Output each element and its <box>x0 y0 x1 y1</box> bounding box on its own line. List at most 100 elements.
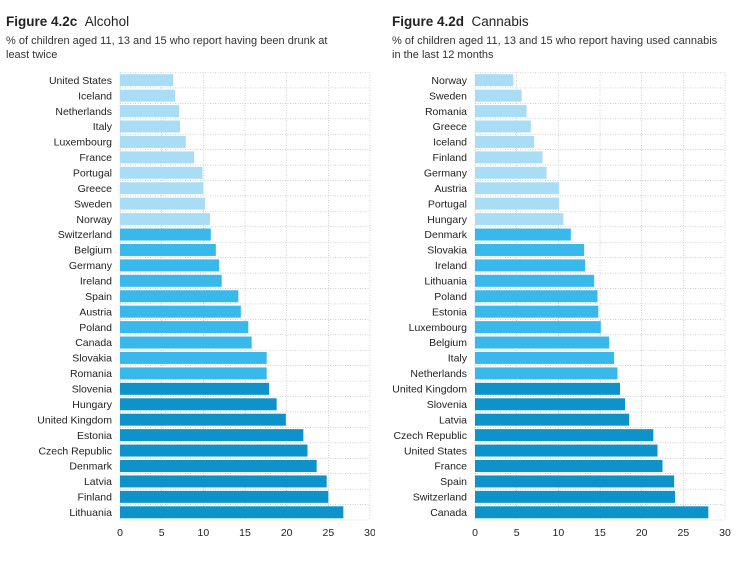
bar <box>475 228 571 241</box>
category-label: Austria <box>79 306 112 318</box>
category-label: Lithuania <box>424 276 467 288</box>
bar <box>120 413 286 426</box>
chart-title: Cannabis <box>471 14 529 29</box>
category-label: Iceland <box>78 90 112 102</box>
alcohol-bar-chart: United States Iceland Netherlands Italy Luxe… <box>37 72 375 539</box>
bar <box>120 197 205 210</box>
bar <box>475 444 658 457</box>
category-label: Ireland <box>80 276 112 288</box>
bar <box>475 290 598 303</box>
category-label: Finland <box>78 492 113 504</box>
category-label: Spain <box>85 291 112 303</box>
bar <box>475 259 585 272</box>
bar <box>475 105 527 118</box>
bar <box>475 166 547 179</box>
bar <box>120 213 210 226</box>
bar <box>120 490 329 503</box>
x-tick-label: 15 <box>239 527 251 539</box>
bar <box>120 321 249 334</box>
bar <box>475 197 560 210</box>
bar <box>120 274 222 287</box>
category-label: Estonia <box>432 306 467 318</box>
figure-cannabis-panel: Figure 4.2d Cannabis % of children aged … <box>375 0 750 580</box>
bar <box>120 135 186 148</box>
x-tick-label: 20 <box>281 527 293 539</box>
bar <box>475 351 615 364</box>
category-label: Romania <box>70 368 112 380</box>
category-label: Canada <box>430 507 467 519</box>
category-label: Netherlands <box>410 368 467 380</box>
category-label: Belgium <box>74 245 112 257</box>
x-tick-label: 15 <box>594 527 606 539</box>
bar <box>475 274 595 287</box>
category-label: Slovenia <box>72 384 112 396</box>
bar <box>120 305 241 318</box>
category-label: Latvia <box>439 414 467 426</box>
bar <box>475 89 522 102</box>
category-label: Portugal <box>428 198 467 210</box>
category-label: Czech Republic <box>38 445 112 457</box>
category-label: Portugal <box>73 168 112 180</box>
bar <box>120 182 204 195</box>
category-label: Slovakia <box>72 353 112 365</box>
bar <box>475 74 514 87</box>
category-label: Ireland <box>435 260 467 272</box>
x-tick-label: 0 <box>472 527 478 539</box>
x-tick-label: 30 <box>364 527 375 539</box>
bar <box>120 89 175 102</box>
category-label: France <box>79 152 112 164</box>
chart-subtitle: % of children aged 11, 13 and 15 who rep… <box>392 35 718 61</box>
bar <box>475 243 585 256</box>
category-label: Austria <box>434 183 467 195</box>
bar <box>120 259 220 272</box>
category-label: Czech Republic <box>393 430 467 442</box>
bar <box>475 151 543 164</box>
category-label: Italy <box>448 353 468 365</box>
bar <box>120 151 195 164</box>
category-label: Belgium <box>429 337 467 349</box>
chart-title: Alcohol <box>84 14 130 29</box>
bar <box>475 213 564 226</box>
figure-number: Figure 4.2d <box>392 14 465 29</box>
figure-title: Figure 4.2d Cannabis <box>392 14 529 29</box>
bar <box>120 105 180 118</box>
bar <box>475 413 630 426</box>
chart-subtitle: % of children aged 11, 13 and 15 who rep… <box>6 35 328 61</box>
bar <box>120 351 267 364</box>
category-label: Sweden <box>429 90 467 102</box>
category-label: Greece <box>78 183 113 195</box>
category-label: Greece <box>433 121 468 133</box>
category-label: Norway <box>76 214 112 226</box>
category-label: Norway <box>431 75 467 87</box>
category-label: Switzerland <box>413 492 467 504</box>
category-label: Spain <box>440 476 467 488</box>
category-label: Hungary <box>72 399 112 411</box>
category-label: France <box>434 461 467 473</box>
category-label: Lithuania <box>69 507 112 519</box>
bar <box>475 305 599 318</box>
bar <box>475 398 625 411</box>
category-label: Sweden <box>74 198 112 210</box>
category-label: Netherlands <box>55 106 112 118</box>
category-label: Germany <box>69 260 113 272</box>
category-label: United Kingdom <box>392 384 467 396</box>
category-label: Slovakia <box>427 245 467 257</box>
bar <box>475 336 610 349</box>
bar <box>120 367 267 380</box>
x-tick-label: 5 <box>159 527 165 539</box>
category-label: Luxembourg <box>54 137 113 149</box>
bar <box>475 490 675 503</box>
x-tick-label: 0 <box>117 527 123 539</box>
bar <box>475 120 531 133</box>
bar <box>120 120 180 133</box>
bar <box>475 506 709 519</box>
bar <box>120 290 239 303</box>
category-label: Finland <box>433 152 468 164</box>
category-label: United States <box>49 75 112 87</box>
bar <box>120 429 304 442</box>
category-label: Slovenia <box>427 399 467 411</box>
x-tick-label: 10 <box>552 527 564 539</box>
bar <box>475 429 654 442</box>
category-label: Italy <box>93 121 113 133</box>
cannabis-bar-chart: Norway Sweden Romania Greece Iceland Finland G… <box>392 72 731 539</box>
